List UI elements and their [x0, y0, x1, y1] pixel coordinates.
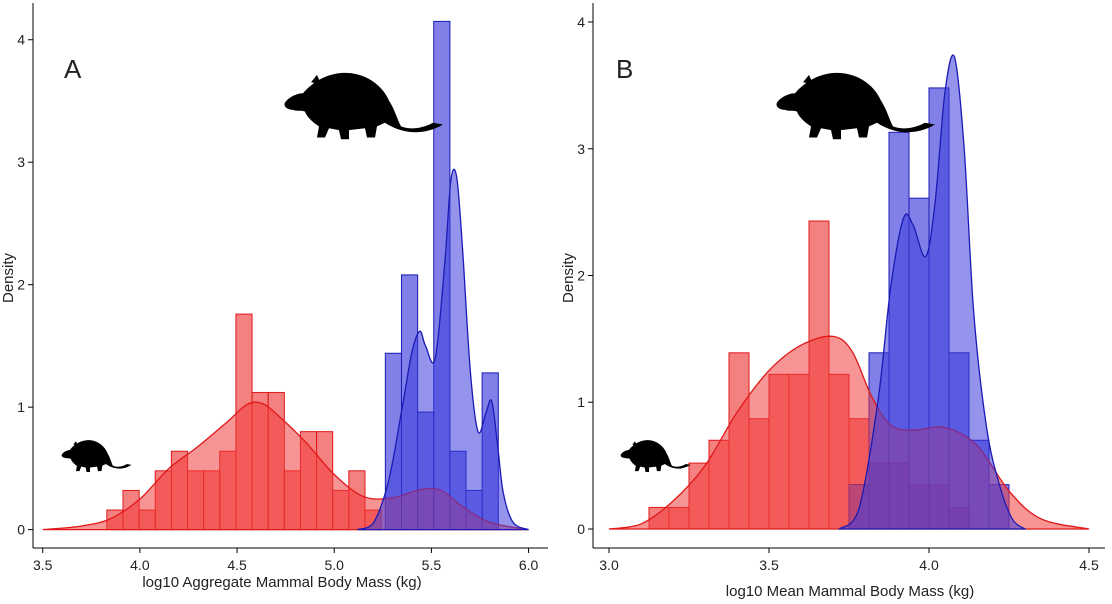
armadillo-silhouette-small-icon [620, 440, 691, 472]
panel-a-x-axis-title: log10 Aggregate Mammal Body Mass (kg) [142, 574, 421, 591]
armadillo-silhouette-large-icon [776, 72, 935, 140]
panel-a-letter: A [64, 54, 82, 84]
panel-b-ticks: 3.0 3.5 4.0 4.5 0 1 2 3 4 [577, 14, 1099, 573]
y-tick-label: 1 [577, 394, 585, 410]
x-tick-label: 5.0 [324, 557, 344, 573]
panel-a: 3.5 4.0 4.5 5.0 5.5 6.0 0 1 2 3 4 A log10 Aggregat… [0, 3, 548, 591]
panel-b-x-axis-title: log10 Mean Mammal Body Mass (kg) [726, 583, 974, 600]
panel-a-density [42, 168, 529, 531]
panel-a-y-axis-title: Density [0, 252, 17, 303]
x-tick-label: 4.5 [227, 557, 247, 573]
panel-b-letter: B [616, 54, 633, 84]
armadillo-silhouette-small-icon [61, 440, 132, 472]
x-tick-label: 4.0 [130, 557, 150, 573]
panel-b-density [608, 54, 1090, 530]
y-tick-label: 4 [17, 32, 25, 48]
x-tick-label: 6.0 [519, 557, 539, 573]
x-tick-label: 4.5 [1079, 557, 1099, 573]
y-tick-label: 2 [17, 277, 25, 293]
y-tick-label: 3 [17, 154, 25, 170]
y-tick-label: 4 [577, 14, 585, 30]
armadillo-silhouette-large-icon [284, 72, 443, 140]
panel-b: 3.0 3.5 4.0 4.5 0 1 2 3 4 B log10 Mean Mammal Bo… [560, 3, 1105, 600]
y-tick-label: 2 [577, 268, 585, 284]
panel-a-ticks: 3.5 4.0 4.5 5.0 5.5 6.0 0 1 2 3 4 [17, 32, 538, 573]
panel-a-axes [32, 3, 548, 549]
blue-density-curve [357, 168, 529, 531]
y-tick-label: 3 [577, 141, 585, 157]
x-tick-label: 5.5 [422, 557, 442, 573]
x-tick-label: 3.0 [599, 557, 619, 573]
x-tick-label: 3.5 [33, 557, 53, 573]
y-tick-label: 0 [17, 522, 25, 538]
panel-b-y-axis-title: Density [560, 252, 577, 303]
y-tick-label: 1 [17, 399, 25, 415]
blue-density-curve [837, 54, 1027, 530]
y-tick-label: 0 [577, 521, 585, 537]
x-tick-label: 4.0 [919, 557, 939, 573]
red-density-curve [608, 335, 1090, 530]
x-tick-label: 3.5 [759, 557, 779, 573]
